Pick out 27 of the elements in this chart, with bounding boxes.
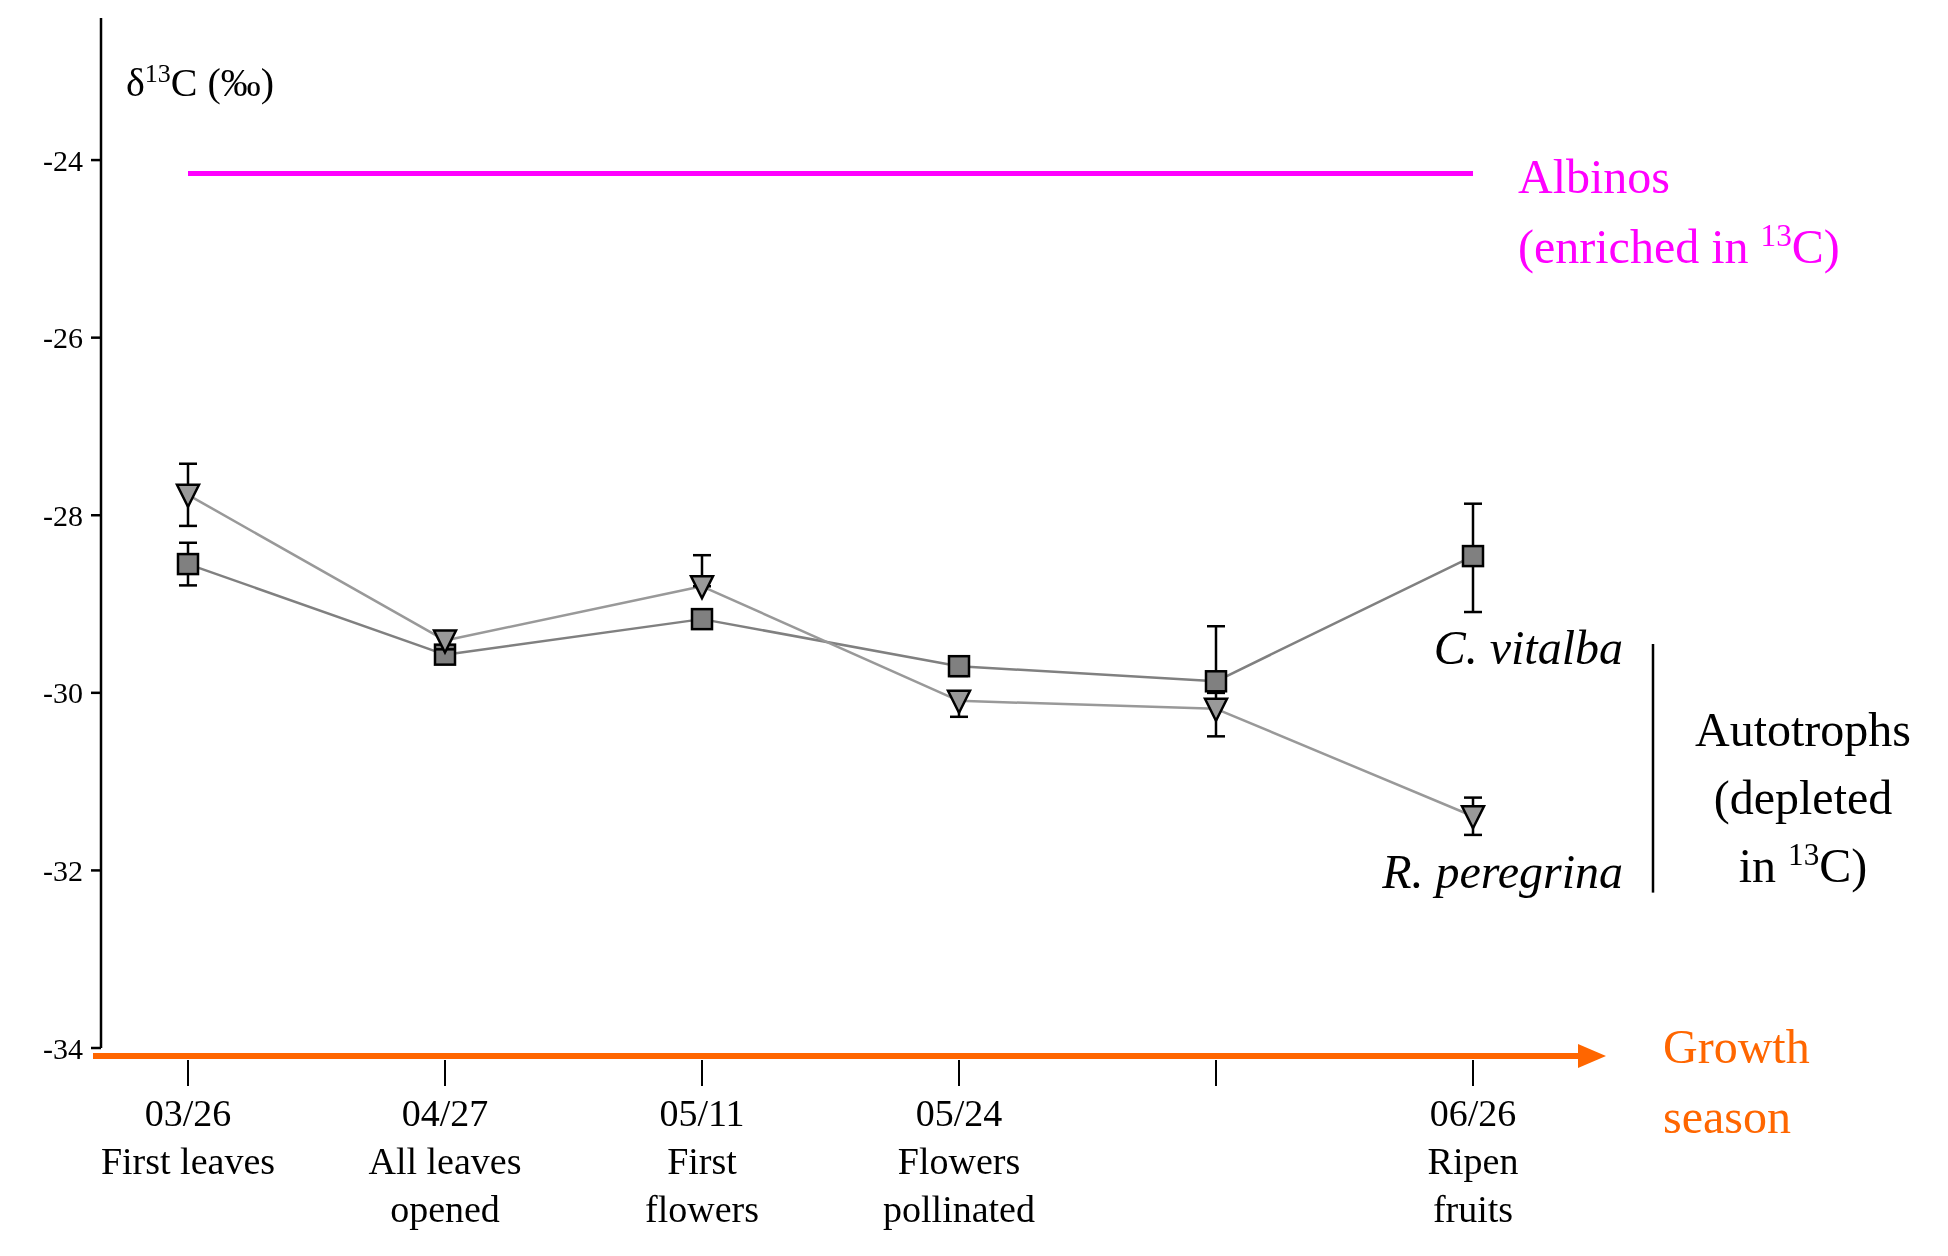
x-tick-label: 06/26 Ripen fruits	[1427, 1092, 1519, 1230]
x-tick-label: 03/26 First leaves	[100, 1092, 276, 1182]
y-tick-label: -24	[43, 143, 83, 177]
point	[689, 575, 715, 600]
text: Autotrophs (depleted in $^{13}$C)	[1695, 703, 1911, 894]
point	[1204, 670, 1228, 693]
y-tick-label: -26	[43, 321, 83, 355]
x-axis-title: Growth season	[1663, 1020, 1810, 1143]
ref-line-label: Albinos (enriched in $^{13}$C)	[1518, 150, 1840, 275]
y-tick-label: -34	[43, 1031, 83, 1065]
point	[432, 629, 458, 654]
y-tick-label: -30	[43, 676, 83, 710]
point	[175, 483, 201, 509]
y-tick-label: -32	[43, 853, 83, 887]
point	[1461, 544, 1485, 568]
point	[947, 654, 971, 678]
x-tick-label: 05/11 First flowers	[645, 1092, 759, 1230]
series-label: R. peregrina	[1381, 845, 1623, 899]
y-axis-title: δ$^{13}$C (‰)	[126, 58, 275, 105]
point	[1203, 697, 1229, 723]
point	[1460, 805, 1486, 830]
y-tick-label: -28	[43, 498, 83, 532]
x-tick-label: 04/27 All leaves opened	[368, 1092, 522, 1230]
point	[176, 552, 200, 576]
point	[690, 607, 714, 631]
x-tick-label: 05/24 Flowers pollinated	[883, 1092, 1035, 1230]
series-label: C. vitalba	[1433, 621, 1623, 675]
